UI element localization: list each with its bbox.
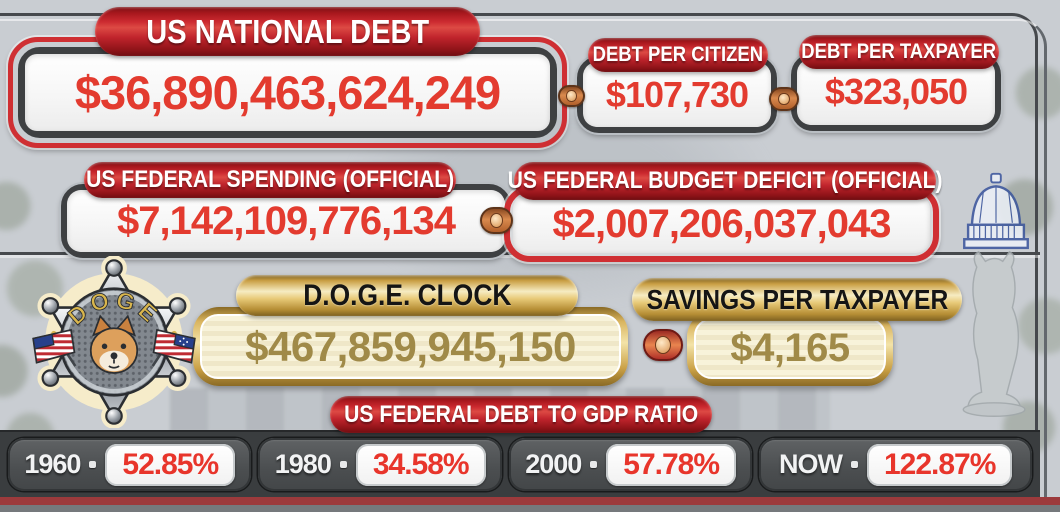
savings-per-taxpayer-value: $4,165 [730,326,850,370]
debt-per-taxpayer-banner: DEBT PER TAXPAYER [799,35,999,69]
gdp-value: 57.78% [623,447,720,481]
machine-frame [0,13,1047,512]
debt-per-citizen-banner: DEBT PER CITIZEN [588,38,768,72]
separator-dot-icon [850,461,858,468]
doge-clock-banner: D.O.G.E. CLOCK [236,275,578,316]
separator-dot-icon [89,461,97,468]
gdp-value-box: 122.87% [866,443,1013,486]
gdp-value: 34.58% [372,447,470,481]
bottom-gray-strip [0,505,1060,512]
doge-clock-panel: $467,859,945,150 [193,307,628,386]
gdp-cell-2000: 2000 57.78% [508,438,753,491]
separator-dot-icon [590,461,598,468]
debt-per-citizen-label: DEBT PER CITIZEN [592,43,764,66]
gdp-cell-now: NOW 122.87% [759,438,1033,491]
gdp-ratio-bar: 1960 52.85% 1980 34.58% 2000 57.78% NOW … [0,430,1040,497]
debt-per-citizen-value: $107,730 [605,73,749,115]
federal-spending-value: $7,142,109,776,134 [117,198,456,243]
separator-dot-icon [339,461,347,468]
federal-spending-label: US FEDERAL SPENDING (OFFICIAL) [85,166,455,193]
rivet-connector-icon [643,329,683,361]
rivet-connector-icon [769,87,799,111]
gdp-year-label: 2000 [525,449,582,479]
gdp-value: 122.87% [883,447,996,481]
doge-badge-icon: DOGE [32,256,196,428]
debt-per-taxpayer-value: $323,050 [824,71,968,112]
national-debt-banner: US NATIONAL DEBT [95,7,480,56]
gdp-value-box: 52.85% [105,443,236,486]
gdp-value-box: 34.58% [355,443,486,486]
gdp-cell-1980: 1980 34.58% [258,438,502,491]
budget-deficit-value: $2,007,206,037,043 [552,201,892,246]
budget-deficit-label: US FEDERAL BUDGET DEFICIT (OFFICIAL) [507,167,943,194]
gdp-cell-1960: 1960 52.85% [8,438,252,491]
gdp-year-label: NOW [778,449,843,479]
gdp-ratio-label: US FEDERAL DEBT TO GDP RATIO [344,400,699,428]
doge-clock-value: $467,859,945,150 [245,322,576,370]
budget-deficit-banner: US FEDERAL BUDGET DEFICIT (OFFICIAL) [508,162,942,200]
rivet-connector-icon [558,85,585,107]
gdp-year-label: 1960 [24,449,81,479]
betsy-ross-flag-icon [151,328,196,367]
us-flag-icon [32,328,77,367]
savings-per-taxpayer-banner: SAVINGS PER TAXPAYER [632,278,962,321]
gdp-year-label: 1980 [274,449,332,479]
national-debt-label: US NATIONAL DEBT [146,12,429,50]
gdp-value: 52.85% [122,447,219,481]
savings-per-taxpayer-label: SAVINGS PER TAXPAYER [646,283,948,315]
doge-clock-label: D.O.G.E. CLOCK [302,278,512,312]
national-debt-value: $36,890,463,624,249 [74,66,501,119]
savings-per-taxpayer-panel: $4,165 [687,311,893,386]
gdp-ratio-banner: US FEDERAL DEBT TO GDP RATIO [330,396,712,433]
debt-per-taxpayer-label: DEBT PER TAXPAYER [801,40,997,63]
federal-spending-banner: US FEDERAL SPENDING (OFFICIAL) [84,162,456,198]
bottom-red-strip [0,497,1060,505]
rivet-connector-icon [480,207,513,234]
gdp-value-box: 57.78% [606,443,737,486]
capitol-statue-icon [962,172,1029,418]
